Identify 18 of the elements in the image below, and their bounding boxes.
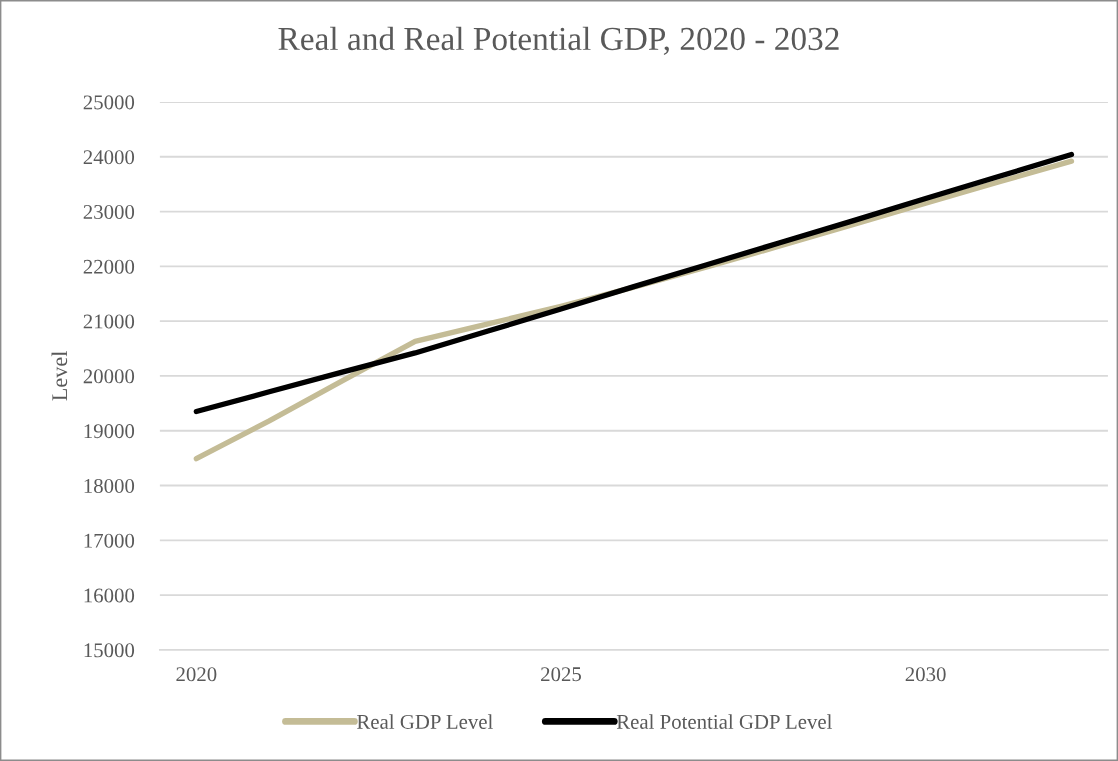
x-tick-label: 2020: [176, 667, 217, 682]
y-tick-label: 24000: [83, 150, 135, 165]
y-tick-label: 15000: [84, 643, 135, 658]
y-tick-label: 19000: [84, 424, 135, 439]
y-tick-label: 16000: [84, 588, 135, 603]
y-axis-title: Level: [51, 351, 68, 401]
x-tick-label: 2025: [541, 667, 581, 682]
y-tick-label: 18000: [84, 478, 135, 493]
legend-label: Real Potential GDP Level: [616, 714, 833, 729]
legend-label: Real GDP Level: [357, 714, 493, 729]
x-tick-label: 2030: [905, 667, 946, 682]
chart-title: Real and Real Potential GDP, 2020 - 2032: [278, 26, 839, 55]
y-tick-label: 25000: [83, 95, 135, 110]
y-tick-label: 20000: [83, 369, 135, 384]
y-tick-label: 23000: [83, 204, 135, 219]
y-tick-label: 21000: [83, 314, 135, 329]
y-tick-label: 17000: [84, 533, 135, 548]
y-tick-label: 22000: [83, 259, 135, 274]
